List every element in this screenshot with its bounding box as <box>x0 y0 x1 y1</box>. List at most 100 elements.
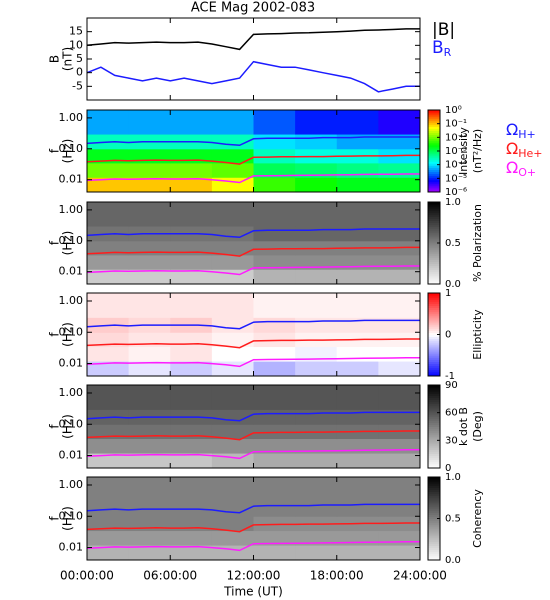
series-line <box>86 338 420 349</box>
spectrogram-cell <box>295 385 338 410</box>
colorbar-swatch <box>428 130 440 134</box>
colorbar-tick-label: 10⁻¹ <box>445 119 467 130</box>
y-tick-label: 0.01 <box>59 357 84 370</box>
colorbar-swatch <box>428 317 440 321</box>
colorbar-swatch <box>428 512 440 515</box>
colorbar-swatch <box>428 228 440 232</box>
spectrogram-cell <box>128 453 171 469</box>
colorbar-swatch <box>428 245 440 248</box>
spectrogram-cell <box>336 293 379 318</box>
spectrogram-cell <box>295 501 338 517</box>
colorbar-swatch <box>428 142 440 146</box>
colorbar-swatch <box>428 508 440 511</box>
colorbar-swatch <box>428 275 440 279</box>
spectrogram-cell <box>253 269 296 285</box>
spectrogram-cell <box>170 453 213 469</box>
x-tick-label: 18:00:00 <box>310 569 364 583</box>
colorbar-swatch <box>428 434 440 438</box>
spectrogram-cell <box>295 530 338 546</box>
colorbar-swatch <box>428 463 440 467</box>
colorbar-swatch <box>428 369 440 373</box>
spectrogram-cell <box>253 453 296 469</box>
colorbar-swatch <box>428 136 440 140</box>
spectrogram-cell <box>170 293 213 318</box>
colorbar-swatch <box>428 332 440 335</box>
colorbar-swatch <box>428 326 440 329</box>
spectrogram-cell <box>87 385 130 410</box>
colorbar-swatch <box>428 359 440 362</box>
colorbar-swatch <box>428 218 440 221</box>
spectrogram-cell <box>211 385 254 410</box>
spectrogram-cell <box>87 240 130 256</box>
legend-subscript: R <box>444 46 452 59</box>
spectrogram-cell <box>295 177 338 193</box>
legend-label: ΩO+ <box>506 158 536 180</box>
colorbar-swatch <box>428 132 440 136</box>
colorbar-swatch <box>428 357 440 360</box>
spectrogram-cell <box>128 477 171 502</box>
spectrogram-cell <box>128 530 171 546</box>
colorbar-swatch <box>428 210 440 213</box>
legend-subscript: O+ <box>518 166 536 179</box>
spectrogram-cell <box>87 361 130 377</box>
y-tick-label: 0.10 <box>59 325 84 338</box>
colorbar-swatch <box>428 267 440 271</box>
colorbar-tick-label: 10⁻³ <box>445 146 467 157</box>
colorbar-swatch <box>428 116 440 119</box>
spectrogram-cell <box>211 453 254 469</box>
colorbar-label: Intensity <box>457 127 470 175</box>
colorbar-swatch <box>428 161 440 164</box>
spectrogram-cell <box>336 545 379 561</box>
colorbar-swatch <box>428 322 440 325</box>
colorbar-swatch <box>428 297 440 300</box>
series-line <box>86 430 420 441</box>
colorbar-swatch <box>428 146 440 150</box>
colorbar-swatch <box>428 557 440 561</box>
colorbar-swatch <box>428 451 440 454</box>
legend-name: Ω <box>506 158 518 177</box>
spectrogram-cell <box>378 453 421 469</box>
colorbar-swatch <box>428 155 440 158</box>
spectrogram-cell <box>336 385 379 410</box>
colorbar-swatch <box>428 159 440 162</box>
spectrogram-cell <box>87 346 130 362</box>
spectrogram-cell <box>253 409 296 425</box>
colorbar-swatch <box>428 144 440 148</box>
colorbar-label: k dot B <box>457 407 470 446</box>
colorbar-swatch <box>428 399 440 403</box>
spectrogram-cell <box>87 477 130 502</box>
colorbar-swatch <box>428 499 440 503</box>
colorbar-swatch <box>428 232 440 236</box>
spectrogram-cell <box>211 346 254 362</box>
spectrogram-cell <box>295 317 338 333</box>
spectrogram-cell <box>170 346 213 362</box>
colorbar-swatch <box>428 416 440 419</box>
colorbar-swatch <box>428 263 440 267</box>
series-line <box>86 449 420 460</box>
spectrogram-cell <box>336 361 379 377</box>
series-line <box>86 319 420 330</box>
series-line <box>86 541 420 552</box>
y-axis-label: (nT) <box>61 47 75 71</box>
colorbar-swatch <box>428 495 440 499</box>
colorbar-swatch <box>428 183 440 187</box>
spectrogram-cell <box>295 361 338 377</box>
spectrogram-cell <box>211 424 254 440</box>
spectrogram-cell <box>295 162 338 178</box>
colorbar-swatch <box>428 313 440 317</box>
series-line <box>86 265 420 276</box>
spectrogram-cell <box>378 226 421 242</box>
spectrogram-cell <box>87 177 130 193</box>
colorbar-swatch <box>428 236 440 240</box>
spectrogram-cell <box>211 361 254 377</box>
spectrogram-cell <box>378 477 421 502</box>
colorbar-swatch <box>428 230 440 234</box>
spectrogram-cell <box>295 346 338 362</box>
colorbar-swatch <box>428 543 440 546</box>
colorbar-swatch <box>428 214 440 217</box>
colorbar-swatch <box>428 489 440 493</box>
colorbar-tick-label: 10⁻⁴ <box>445 160 467 171</box>
y-axis-label: f <box>48 240 62 245</box>
spectrogram-cell <box>295 438 338 454</box>
colorbar-swatch <box>428 497 440 501</box>
